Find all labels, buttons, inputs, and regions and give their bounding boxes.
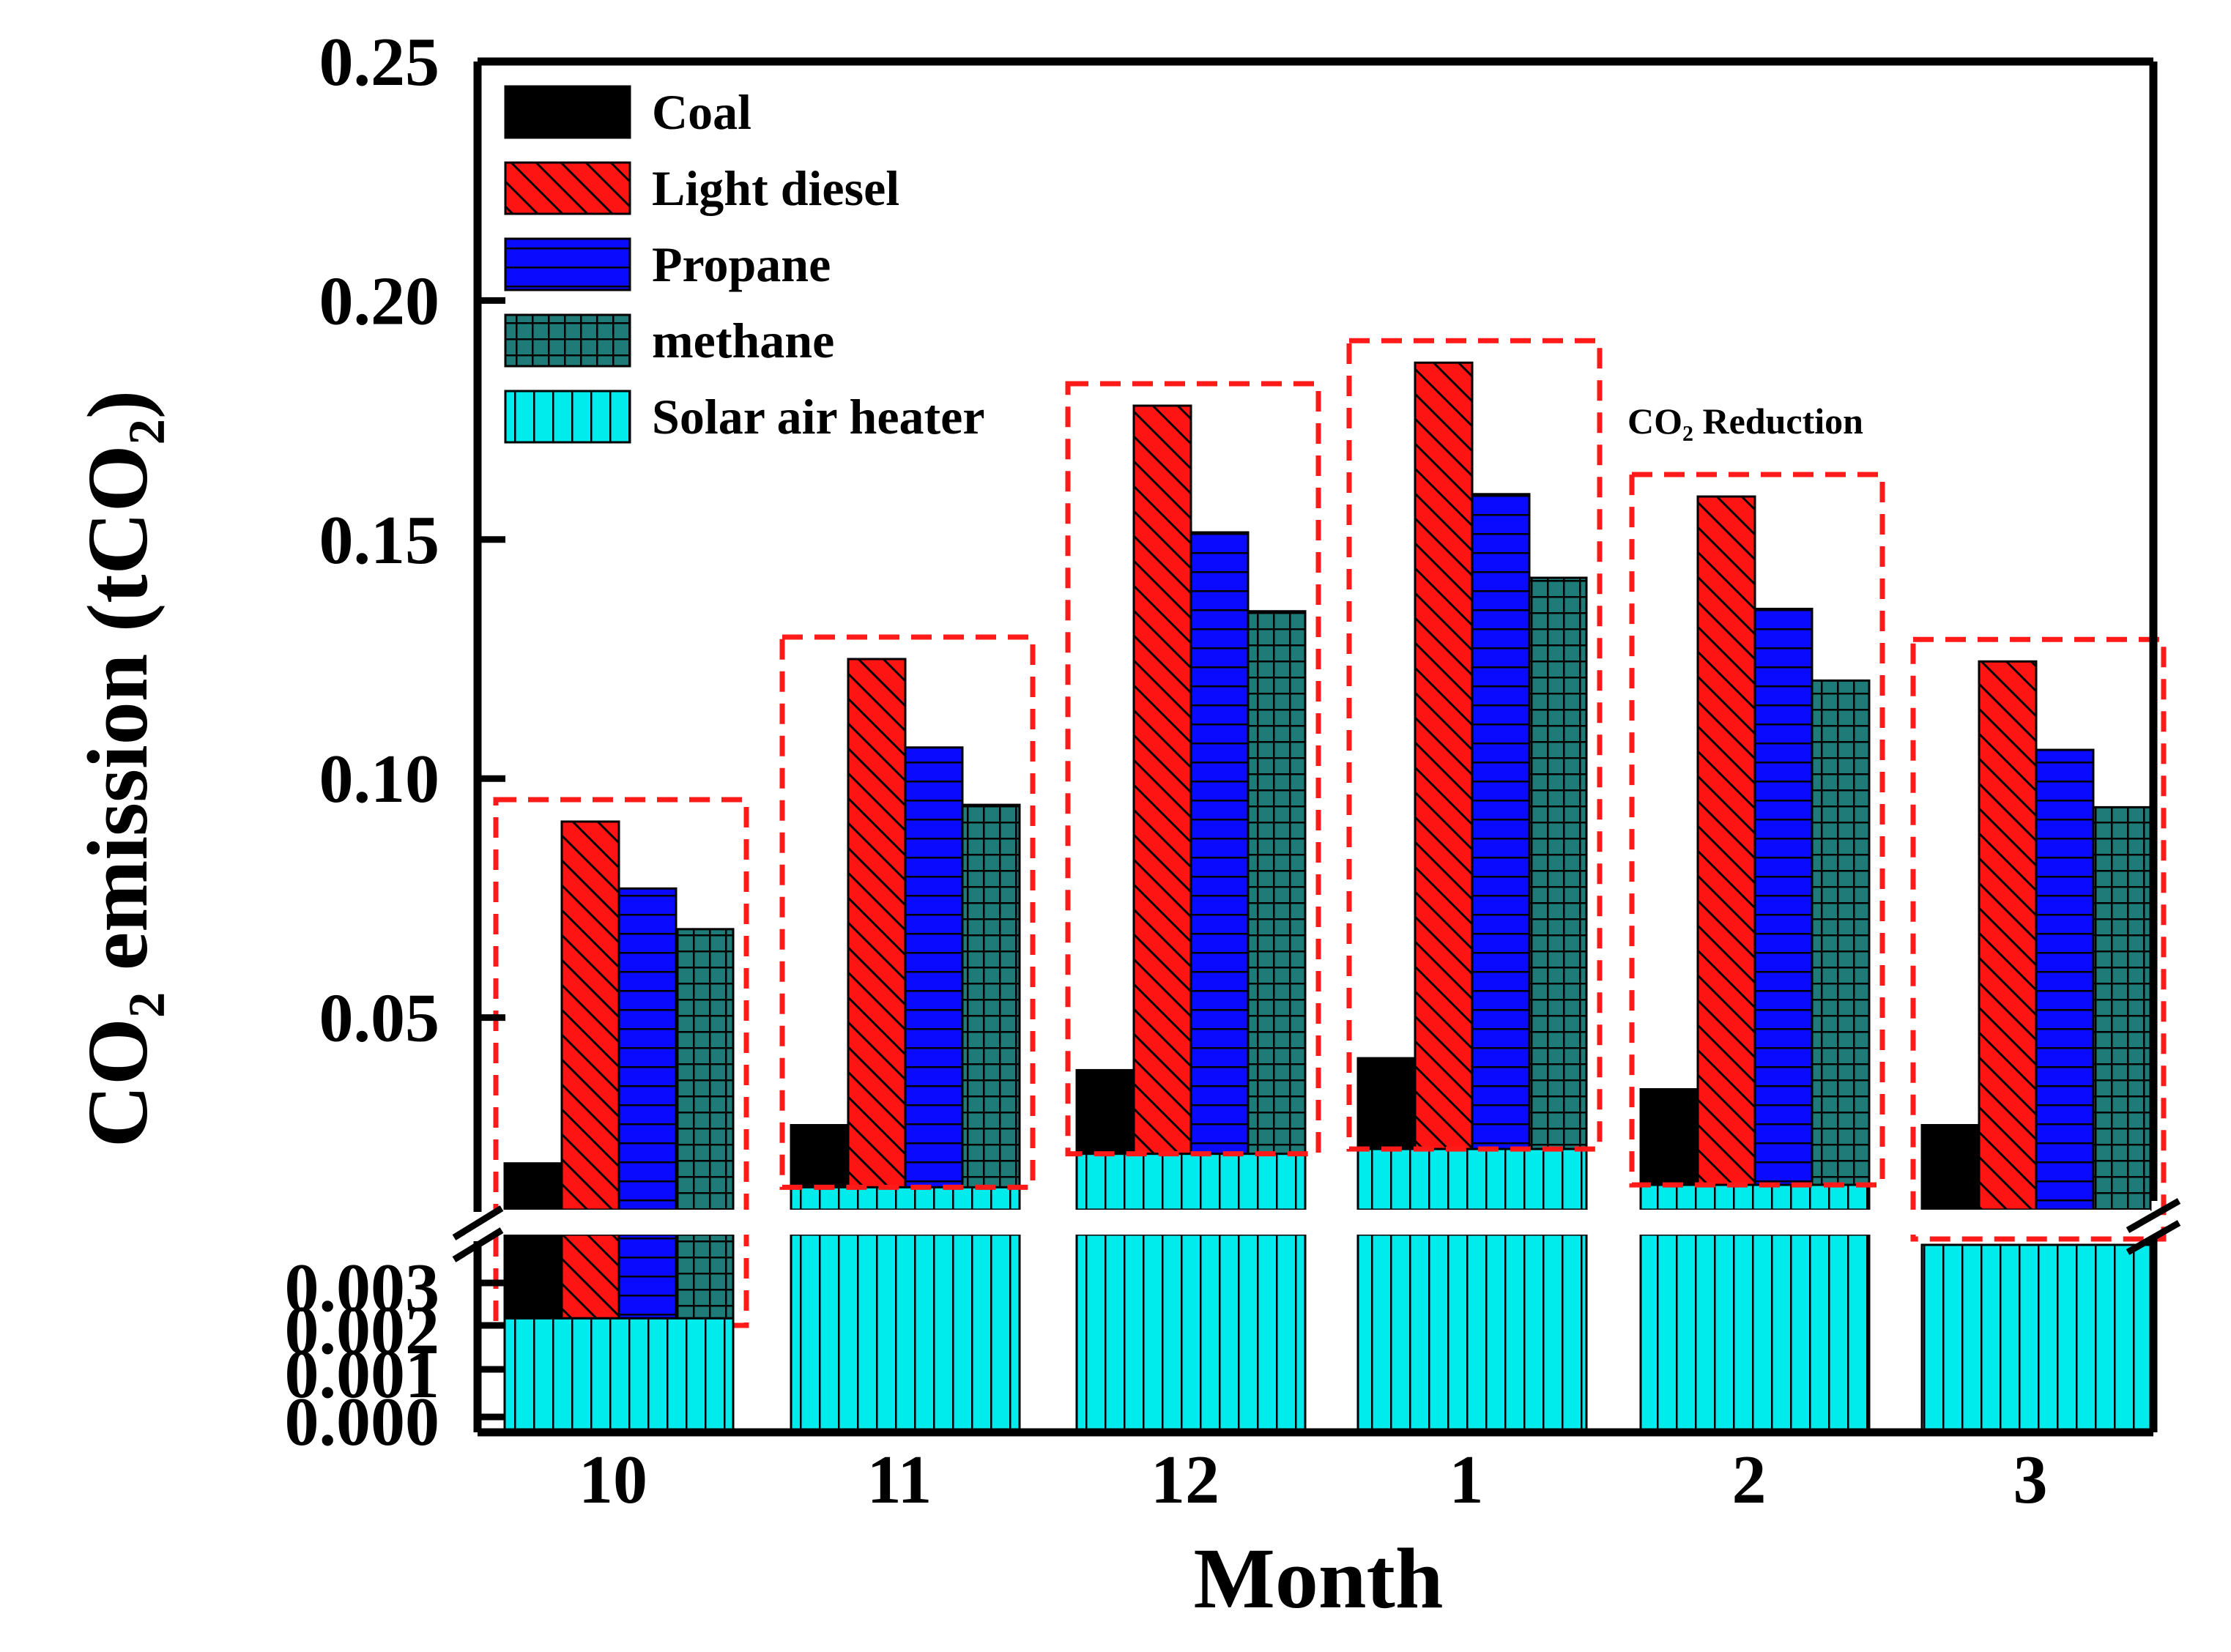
group-gap <box>1588 1235 1639 1429</box>
bar-light-diesel-1 <box>1414 361 1474 1211</box>
group-gap <box>735 1235 790 1429</box>
legend-label-solar-air-heater: Solar air heater <box>652 389 985 444</box>
y-tick-label-lower: 0.001 <box>285 1336 440 1413</box>
bar-methane-2 <box>1811 679 1871 1211</box>
bar-methane-12 <box>1247 610 1307 1211</box>
co2-reduction-annotation: CO₂ Reduction <box>1627 401 1863 442</box>
bar-solar-air-heater-3 <box>1920 1243 2152 1431</box>
y-tick-label: 0.20 <box>319 263 440 339</box>
y-tick-label-lower: 0.003 <box>285 1250 440 1326</box>
bar-propane-1 <box>1471 493 1531 1211</box>
bar-coal-10 <box>503 1162 563 1211</box>
group-gap <box>1307 1235 1356 1429</box>
category-gaps <box>735 1235 1920 1429</box>
x-tick-label-12: 12 <box>1151 1442 1220 1518</box>
legend-swatch-propane <box>504 237 631 291</box>
bar-methane-1 <box>1528 576 1588 1211</box>
bar-solar-air-heater-2 <box>1639 1233 1871 1431</box>
y-tick-label-lower: 0.000 <box>285 1384 440 1460</box>
x-axis-label: Month <box>1194 1530 1444 1626</box>
bar-solar-air-heater-upper-1 <box>1356 1147 1588 1211</box>
y-axis-label: CO₂ emission (tCO₂) <box>70 390 166 1147</box>
bar-light-diesel-10 <box>560 820 620 1211</box>
bar-light-diesel-3 <box>1978 660 2038 1211</box>
x-tick-label-1: 1 <box>1449 1442 1484 1518</box>
solar-lower <box>503 1233 2152 1431</box>
bar-solar-air-heater-1 <box>1356 1233 1588 1431</box>
reduction-boxes <box>493 338 2167 1328</box>
bar-propane-2 <box>1753 607 1814 1211</box>
legend-swatch-solar-air-heater <box>504 390 631 444</box>
x-tick-label-3: 3 <box>2013 1442 2048 1518</box>
x-ticks: 10 11 12 1 2 3 <box>579 1442 2048 1518</box>
bar-propane-12 <box>1189 531 1250 1211</box>
bar-solar-air-heater-upper-2 <box>1639 1183 1871 1211</box>
bar-solar-air-heater-11 <box>790 1233 1021 1431</box>
bar-methane-3 <box>2092 805 2152 1211</box>
bar-light-diesel-11 <box>847 658 907 1211</box>
bar-propane-10 <box>617 887 678 1211</box>
reduction-box-12 <box>1065 381 1321 1157</box>
bar-solar-air-heater-upper-11 <box>790 1186 1021 1211</box>
reduction-box-10 <box>493 797 749 1328</box>
y-tick-label: 0.15 <box>319 502 440 578</box>
bar-solar-air-heater-10 <box>503 1317 735 1431</box>
bar-methane-lower-10 <box>675 1233 735 1320</box>
bar-propane-3 <box>2035 748 2095 1211</box>
bar-coal-lower-10 <box>503 1233 563 1320</box>
bars <box>503 361 2152 1211</box>
bar-propane-11 <box>904 746 964 1211</box>
group-gap <box>1021 1235 1075 1429</box>
bar-light-diesel-12 <box>1132 404 1192 1211</box>
bar-light-diesel-lower-10 <box>560 1233 620 1320</box>
bar-solar-air-heater-12 <box>1075 1233 1307 1431</box>
group-gap <box>1871 1235 1920 1429</box>
legend-swatch-coal <box>504 85 631 139</box>
reduction-box-11 <box>779 634 1036 1190</box>
bar-solar-air-heater-upper-12 <box>1075 1153 1307 1211</box>
bar-methane-10 <box>675 928 735 1211</box>
y-tick-label-lower: 0.002 <box>285 1292 440 1369</box>
axis-break-band <box>478 1210 2150 1235</box>
reduction-box-1 <box>1346 338 1603 1152</box>
legend-swatch-methane <box>504 313 631 368</box>
bar-light-diesel-2 <box>1696 495 1756 1211</box>
x-tick-label-10: 10 <box>579 1442 647 1518</box>
bar-propane-lower-10 <box>617 1233 678 1320</box>
legend-label-light-diesel: Light diesel <box>652 160 899 216</box>
legend-label-propane: Propane <box>652 237 831 292</box>
legend-swatch-light-diesel <box>504 161 631 215</box>
reduction-box-3 <box>1910 636 2167 1242</box>
y-tick-label: 0.05 <box>319 981 440 1057</box>
legend-label-methane: methane <box>652 313 834 368</box>
reduction-box-2 <box>1629 472 1885 1188</box>
legend: Coal Light diesel Propane methane Solar air … <box>504 84 985 444</box>
y-tick-label: 0.10 <box>319 741 440 817</box>
y-tick-label: 0.25 <box>319 24 440 100</box>
x-tick-label-11: 11 <box>867 1442 932 1518</box>
legend-label-coal: Coal <box>652 84 751 140</box>
bar-coal-3 <box>1920 1123 1981 1211</box>
bar-methane-11 <box>961 803 1021 1211</box>
x-tick-label-2: 2 <box>1732 1442 1767 1518</box>
